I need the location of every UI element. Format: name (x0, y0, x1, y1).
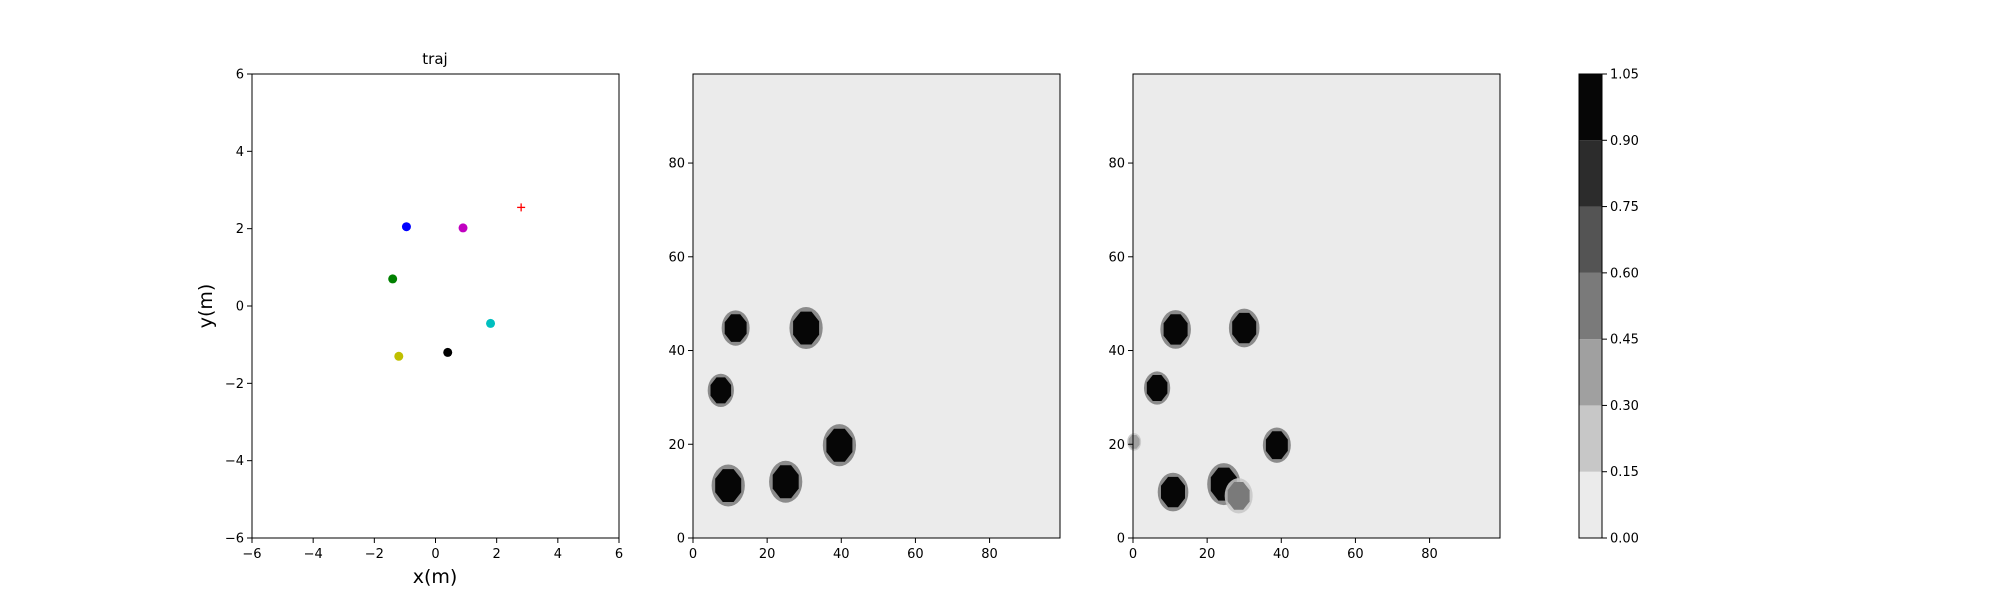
heatmap-plot-2: 0 20 40 60 80 0 20 40 60 80 (1108, 73, 1501, 562)
agent-point (443, 347, 453, 357)
colorbar-tick-label: 0.15 (1610, 465, 1639, 480)
heat-blob (1265, 431, 1288, 460)
x-tick-label: 2 (493, 547, 501, 562)
x-tick-label: −6 (242, 547, 261, 562)
y-tick-label: 0 (677, 532, 685, 547)
x-tick-label: 40 (833, 547, 850, 562)
heatmap-plot-1: 0 20 40 60 80 0 20 40 60 80 (668, 73, 1061, 562)
y-axis: 0 20 40 60 80 (1108, 157, 1133, 547)
heatmap-background (693, 74, 1060, 538)
traj-plot: traj −6 −4 −2 0 2 4 6 −6 −4 −2 0 2 4 6 x(m) y(m) (195, 50, 623, 588)
x-tick-label: −4 (304, 547, 323, 562)
heat-blob (1227, 482, 1250, 510)
x-tick-label: 40 (1273, 547, 1290, 562)
colorbar-tick-label: 0.75 (1610, 200, 1639, 215)
heat-blob (724, 314, 747, 342)
colorbar-tick-label: 1.05 (1610, 68, 1639, 83)
colorbar-bands (1579, 74, 1602, 538)
agent-point (486, 318, 496, 328)
heat-blob (772, 465, 799, 499)
x-tick-label: 0 (689, 547, 697, 562)
traj-marks (388, 203, 526, 361)
y-tick-label: 80 (1108, 157, 1125, 172)
x-tick-label: 0 (1129, 547, 1137, 562)
colorbar-band (1579, 74, 1602, 141)
y-axis: 0 20 40 60 80 (668, 157, 693, 547)
colorbar-tick-label: 0.60 (1610, 266, 1639, 281)
heat-blob (1128, 435, 1140, 449)
y-tick-label: 40 (668, 344, 685, 359)
y-tick-label: 40 (1108, 344, 1125, 359)
y-axis: −6 −4 −2 0 2 4 6 (225, 68, 252, 547)
agent-point (401, 222, 411, 232)
heat-blob (1163, 314, 1188, 345)
y-tick-label: 0 (1117, 532, 1125, 547)
y-tick-label: −2 (225, 377, 244, 392)
heat-blob (1232, 312, 1257, 344)
y-tick-label: 0 (236, 300, 244, 315)
colorbar-tick-label: 0.45 (1610, 333, 1639, 348)
plot-title: traj (422, 50, 447, 68)
y-tick-label: 6 (236, 68, 244, 83)
colorbar-tick-label: 0.30 (1610, 399, 1639, 414)
y-tick-label: 60 (668, 250, 685, 265)
colorbar-band (1579, 405, 1602, 472)
heat-blob (826, 428, 853, 462)
colorbar-ticks: 0.00 0.15 0.30 0.45 0.60 0.75 0.90 1.05 (1602, 68, 1639, 547)
plot-frame (692, 73, 1061, 539)
y-tick-label: 4 (236, 145, 244, 160)
x-axis: 0 20 40 60 80 (1129, 538, 1438, 562)
x-tick-label: 80 (1421, 547, 1438, 562)
x-axis: 0 20 40 60 80 (689, 538, 998, 562)
x-tick-label: 0 (431, 547, 439, 562)
x-tick-label: 6 (615, 547, 623, 562)
colorbar-band (1579, 471, 1602, 538)
x-axis-label: x(m) (413, 566, 458, 588)
agent-point (394, 351, 404, 361)
heatmap-image (1127, 74, 1500, 538)
colorbar-tick-label: 0.90 (1610, 134, 1639, 149)
x-tick-label: 60 (907, 547, 924, 562)
x-tick-label: 20 (759, 547, 776, 562)
x-axis: −6 −4 −2 0 2 4 6 (242, 538, 623, 562)
heatmap-background (1133, 74, 1500, 538)
heat-blob (715, 469, 742, 502)
y-tick-label: 2 (236, 222, 244, 237)
x-tick-label: 4 (554, 547, 562, 562)
colorbar-band (1579, 206, 1602, 273)
y-tick-label: 60 (1108, 250, 1125, 265)
x-tick-label: 80 (981, 547, 998, 562)
x-tick-label: −2 (365, 547, 384, 562)
colorbar: 0.00 0.15 0.30 0.45 0.60 0.75 0.90 1.05 (1578, 68, 1639, 547)
y-tick-label: 20 (1108, 438, 1125, 453)
heat-blob (1161, 476, 1185, 508)
y-tick-label: −6 (225, 532, 244, 547)
plot-frame (251, 73, 620, 539)
x-tick-label: 20 (1199, 547, 1216, 562)
colorbar-band (1579, 272, 1602, 340)
colorbar-band (1579, 140, 1602, 207)
heat-blob (710, 377, 732, 404)
y-tick-label: 80 (668, 157, 685, 172)
goal-marker (517, 203, 526, 212)
y-tick-label: 20 (668, 438, 685, 453)
x-tick-label: 60 (1347, 547, 1364, 562)
agent-point (388, 274, 398, 284)
plot-frame (1132, 73, 1501, 539)
heat-blob (793, 311, 820, 345)
colorbar-frame (1578, 73, 1603, 539)
colorbar-band (1579, 339, 1602, 406)
colorbar-tick-label: 0.00 (1610, 532, 1639, 547)
heatmap-image (693, 74, 1060, 538)
agent-point (458, 223, 468, 233)
y-axis-label: y(m) (195, 284, 217, 329)
y-tick-label: −4 (225, 454, 244, 469)
heat-blob (1146, 375, 1168, 401)
